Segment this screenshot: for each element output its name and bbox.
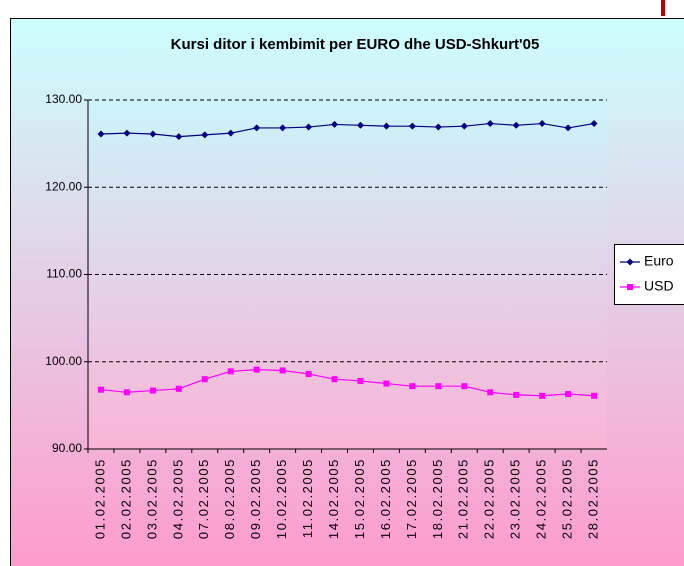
data-point [201, 131, 209, 139]
data-point [97, 386, 104, 393]
data-point [305, 123, 313, 131]
data-point [565, 391, 572, 398]
x-tick-label: 28.02.2005 [585, 458, 600, 539]
data-point [331, 120, 339, 128]
x-tick-label: 25.02.2005 [560, 458, 575, 539]
data-point [357, 377, 364, 384]
data-point [512, 121, 520, 129]
legend-label: USD [644, 278, 674, 294]
x-tick-label: 10.02.2005 [274, 458, 289, 539]
x-tick-label: 16.02.2005 [378, 458, 393, 539]
data-point [227, 368, 234, 375]
data-point [461, 383, 468, 390]
data-point [149, 130, 157, 138]
data-point [591, 392, 598, 399]
data-point [201, 376, 208, 383]
data-point [435, 383, 442, 390]
y-tick-label: 100.00 [45, 354, 82, 368]
data-point [175, 385, 182, 392]
data-point [564, 124, 572, 132]
data-point [175, 133, 183, 141]
x-tick-label: 07.02.2005 [196, 458, 211, 539]
data-point [539, 392, 546, 399]
x-tick-label: 23.02.2005 [508, 458, 523, 539]
data-point [590, 120, 598, 128]
x-tick-label: 09.02.2005 [248, 458, 263, 539]
data-point [279, 367, 286, 374]
decoration [661, 0, 665, 16]
legend-marker [627, 284, 633, 290]
x-tick-label: 14.02.2005 [326, 458, 341, 539]
series-line [100, 369, 595, 397]
y-tick-label: 120.00 [45, 179, 82, 193]
data-point [123, 389, 130, 396]
data-point [97, 130, 105, 138]
x-tick-label: 02.02.2005 [118, 458, 133, 539]
data-point [487, 389, 494, 396]
series-line [100, 122, 595, 138]
x-tick-label: 15.02.2005 [352, 458, 367, 539]
legend-marker [626, 258, 634, 266]
y-tick-label: 130.00 [45, 92, 82, 106]
legend-label: Euro [644, 253, 674, 269]
x-tick-label: 22.02.2005 [482, 458, 497, 539]
data-point [356, 121, 364, 129]
x-tick-label: 21.02.2005 [456, 458, 471, 539]
data-point [149, 387, 156, 394]
data-point [123, 129, 131, 137]
y-tick-label: 110.00 [46, 267, 82, 281]
x-tick-label: 03.02.2005 [144, 458, 159, 539]
x-tick-label: 17.02.2005 [404, 458, 419, 539]
data-point [253, 366, 260, 373]
data-point [486, 120, 494, 128]
data-point [253, 124, 261, 132]
data-point [513, 391, 520, 398]
data-point [305, 370, 312, 377]
data-point [279, 124, 287, 132]
y-tick-label: 90.00 [52, 441, 82, 455]
x-tick-label: 11.02.2005 [300, 458, 315, 538]
data-point [434, 123, 442, 131]
data-point [331, 376, 338, 383]
data-point [227, 129, 235, 137]
x-tick-label: 04.02.2005 [170, 458, 185, 539]
x-tick-label: 24.02.2005 [534, 458, 549, 539]
data-point [408, 122, 416, 130]
x-tick-label: 18.02.2005 [430, 458, 445, 539]
data-point [538, 120, 546, 128]
data-point [382, 122, 390, 130]
legend [614, 244, 684, 305]
data-point [383, 380, 390, 387]
data-point [409, 383, 416, 390]
data-point [460, 122, 468, 130]
chart-title: Kursi ditor i kembimit per EURO dhe USD-… [171, 36, 540, 53]
x-tick-label: 01.02.2005 [92, 458, 107, 539]
x-tick-label: 08.02.2005 [222, 458, 237, 539]
